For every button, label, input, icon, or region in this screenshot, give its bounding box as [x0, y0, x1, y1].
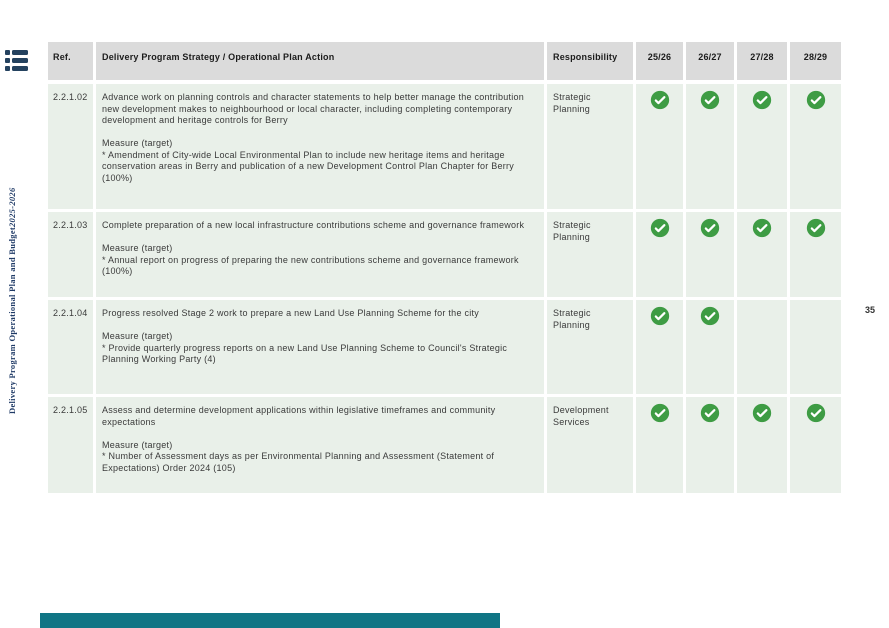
spine-title: Delivery Program Operational Plan and Bu…: [3, 176, 21, 414]
year-check-cell: [737, 397, 787, 493]
row-action: Assess and determine development applica…: [102, 405, 496, 427]
row-responsibility: Strategic Planning: [547, 212, 633, 297]
row-measures: * Provide quarterly progress reports on …: [102, 343, 534, 366]
year-check-cell: [686, 397, 734, 493]
year-check-cell: [636, 212, 683, 297]
measure-item: * Number of Assessment days as per Envir…: [102, 451, 495, 473]
row-measures: * Amendment of City-wide Local Environme…: [102, 150, 534, 185]
row-ref: 2.2.1.04: [48, 300, 93, 394]
toc-line: [5, 66, 28, 71]
check-circle-icon: [752, 403, 772, 423]
row-action-cell: Progress resolved Stage 2 work to prepar…: [96, 300, 544, 394]
header-year-26-27: 26/27: [686, 42, 734, 80]
check-circle-icon: [700, 306, 720, 326]
toc-line: [5, 58, 28, 63]
table-body: 2.2.1.02 Advance work on planning contro…: [48, 84, 841, 493]
measure-item: * Amendment of City-wide Local Environme…: [102, 149, 514, 183]
check-circle-icon: [752, 218, 772, 238]
check-circle-icon: [806, 403, 825, 423]
year-check-cell: [686, 212, 734, 297]
table-row: 2.2.1.02 Advance work on planning contro…: [48, 84, 841, 209]
row-ref: 2.2.1.02: [48, 84, 93, 209]
bottom-accent-bar: [40, 613, 500, 628]
check-circle-icon: [752, 90, 772, 110]
header-year-27-28: 27/28: [737, 42, 787, 80]
year-check-cell: [686, 84, 734, 209]
year-check-cell: [737, 212, 787, 297]
check-circle-icon: [700, 403, 720, 423]
row-measures: * Annual report on progress of preparing…: [102, 255, 534, 278]
page-number: 35: [864, 305, 875, 315]
header-year-28-29: 28/29: [790, 42, 841, 80]
row-action: Advance work on planning controls and ch…: [102, 92, 524, 125]
year-check-cell: [636, 300, 683, 394]
check-circle-icon: [650, 403, 669, 423]
row-responsibility: Strategic Planning: [547, 84, 633, 209]
year-check-cell: [790, 84, 841, 209]
year-check-cell: [686, 300, 734, 394]
toc-line: [5, 50, 28, 55]
check-circle-icon: [650, 90, 669, 110]
year-check-cell: [790, 300, 841, 394]
row-action-cell: Assess and determine development applica…: [96, 397, 544, 493]
table-header-row: Ref. Delivery Program Strategy / Operati…: [48, 42, 841, 80]
year-check-cell: [790, 212, 841, 297]
measure-item: * Provide quarterly progress reports on …: [102, 342, 508, 365]
check-circle-icon: [650, 218, 669, 238]
check-circle-icon: [806, 218, 825, 238]
check-circle-icon: [700, 90, 720, 110]
spine-title-years: 2025-2026: [7, 187, 17, 227]
row-measure-label: Measure (target): [102, 138, 173, 148]
measure-item: * Annual report on progress of preparing…: [102, 254, 519, 277]
spine-title-main: Delivery Program Operational Plan and Bu…: [7, 226, 17, 414]
check-circle-icon: [806, 90, 825, 110]
toc-list-icon[interactable]: [5, 50, 28, 71]
row-ref: 2.2.1.03: [48, 212, 93, 297]
year-check-cell: [636, 84, 683, 209]
row-measure-label: Measure (target): [102, 331, 173, 341]
header-action: Delivery Program Strategy / Operational …: [96, 42, 544, 80]
check-circle-icon: [700, 218, 720, 238]
row-action-cell: Advance work on planning controls and ch…: [96, 84, 544, 209]
row-responsibility: Development Services: [547, 397, 633, 493]
row-ref: 2.2.1.05: [48, 397, 93, 493]
row-action: Complete preparation of a new local infr…: [102, 220, 525, 230]
header-responsibility: Responsibility: [547, 42, 633, 80]
row-action-cell: Complete preparation of a new local infr…: [96, 212, 544, 297]
row-measures: * Number of Assessment days as per Envir…: [102, 451, 534, 474]
row-action: Progress resolved Stage 2 work to prepar…: [102, 308, 479, 318]
header-ref: Ref.: [48, 42, 93, 80]
year-check-cell: [737, 300, 787, 394]
header-year-25-26: 25/26: [636, 42, 683, 80]
table-row: 2.2.1.03 Complete preparation of a new l…: [48, 212, 841, 297]
year-check-cell: [737, 84, 787, 209]
row-measure-label: Measure (target): [102, 243, 173, 253]
year-check-cell: [790, 397, 841, 493]
row-measure-label: Measure (target): [102, 439, 173, 450]
table-row: 2.2.1.05 Assess and determine developmen…: [48, 397, 841, 493]
row-responsibility: Strategic Planning: [547, 300, 633, 394]
delivery-program-table: Ref. Delivery Program Strategy / Operati…: [48, 42, 841, 496]
table-row: 2.2.1.04 Progress resolved Stage 2 work …: [48, 300, 841, 394]
year-check-cell: [636, 397, 683, 493]
check-circle-icon: [650, 306, 669, 326]
